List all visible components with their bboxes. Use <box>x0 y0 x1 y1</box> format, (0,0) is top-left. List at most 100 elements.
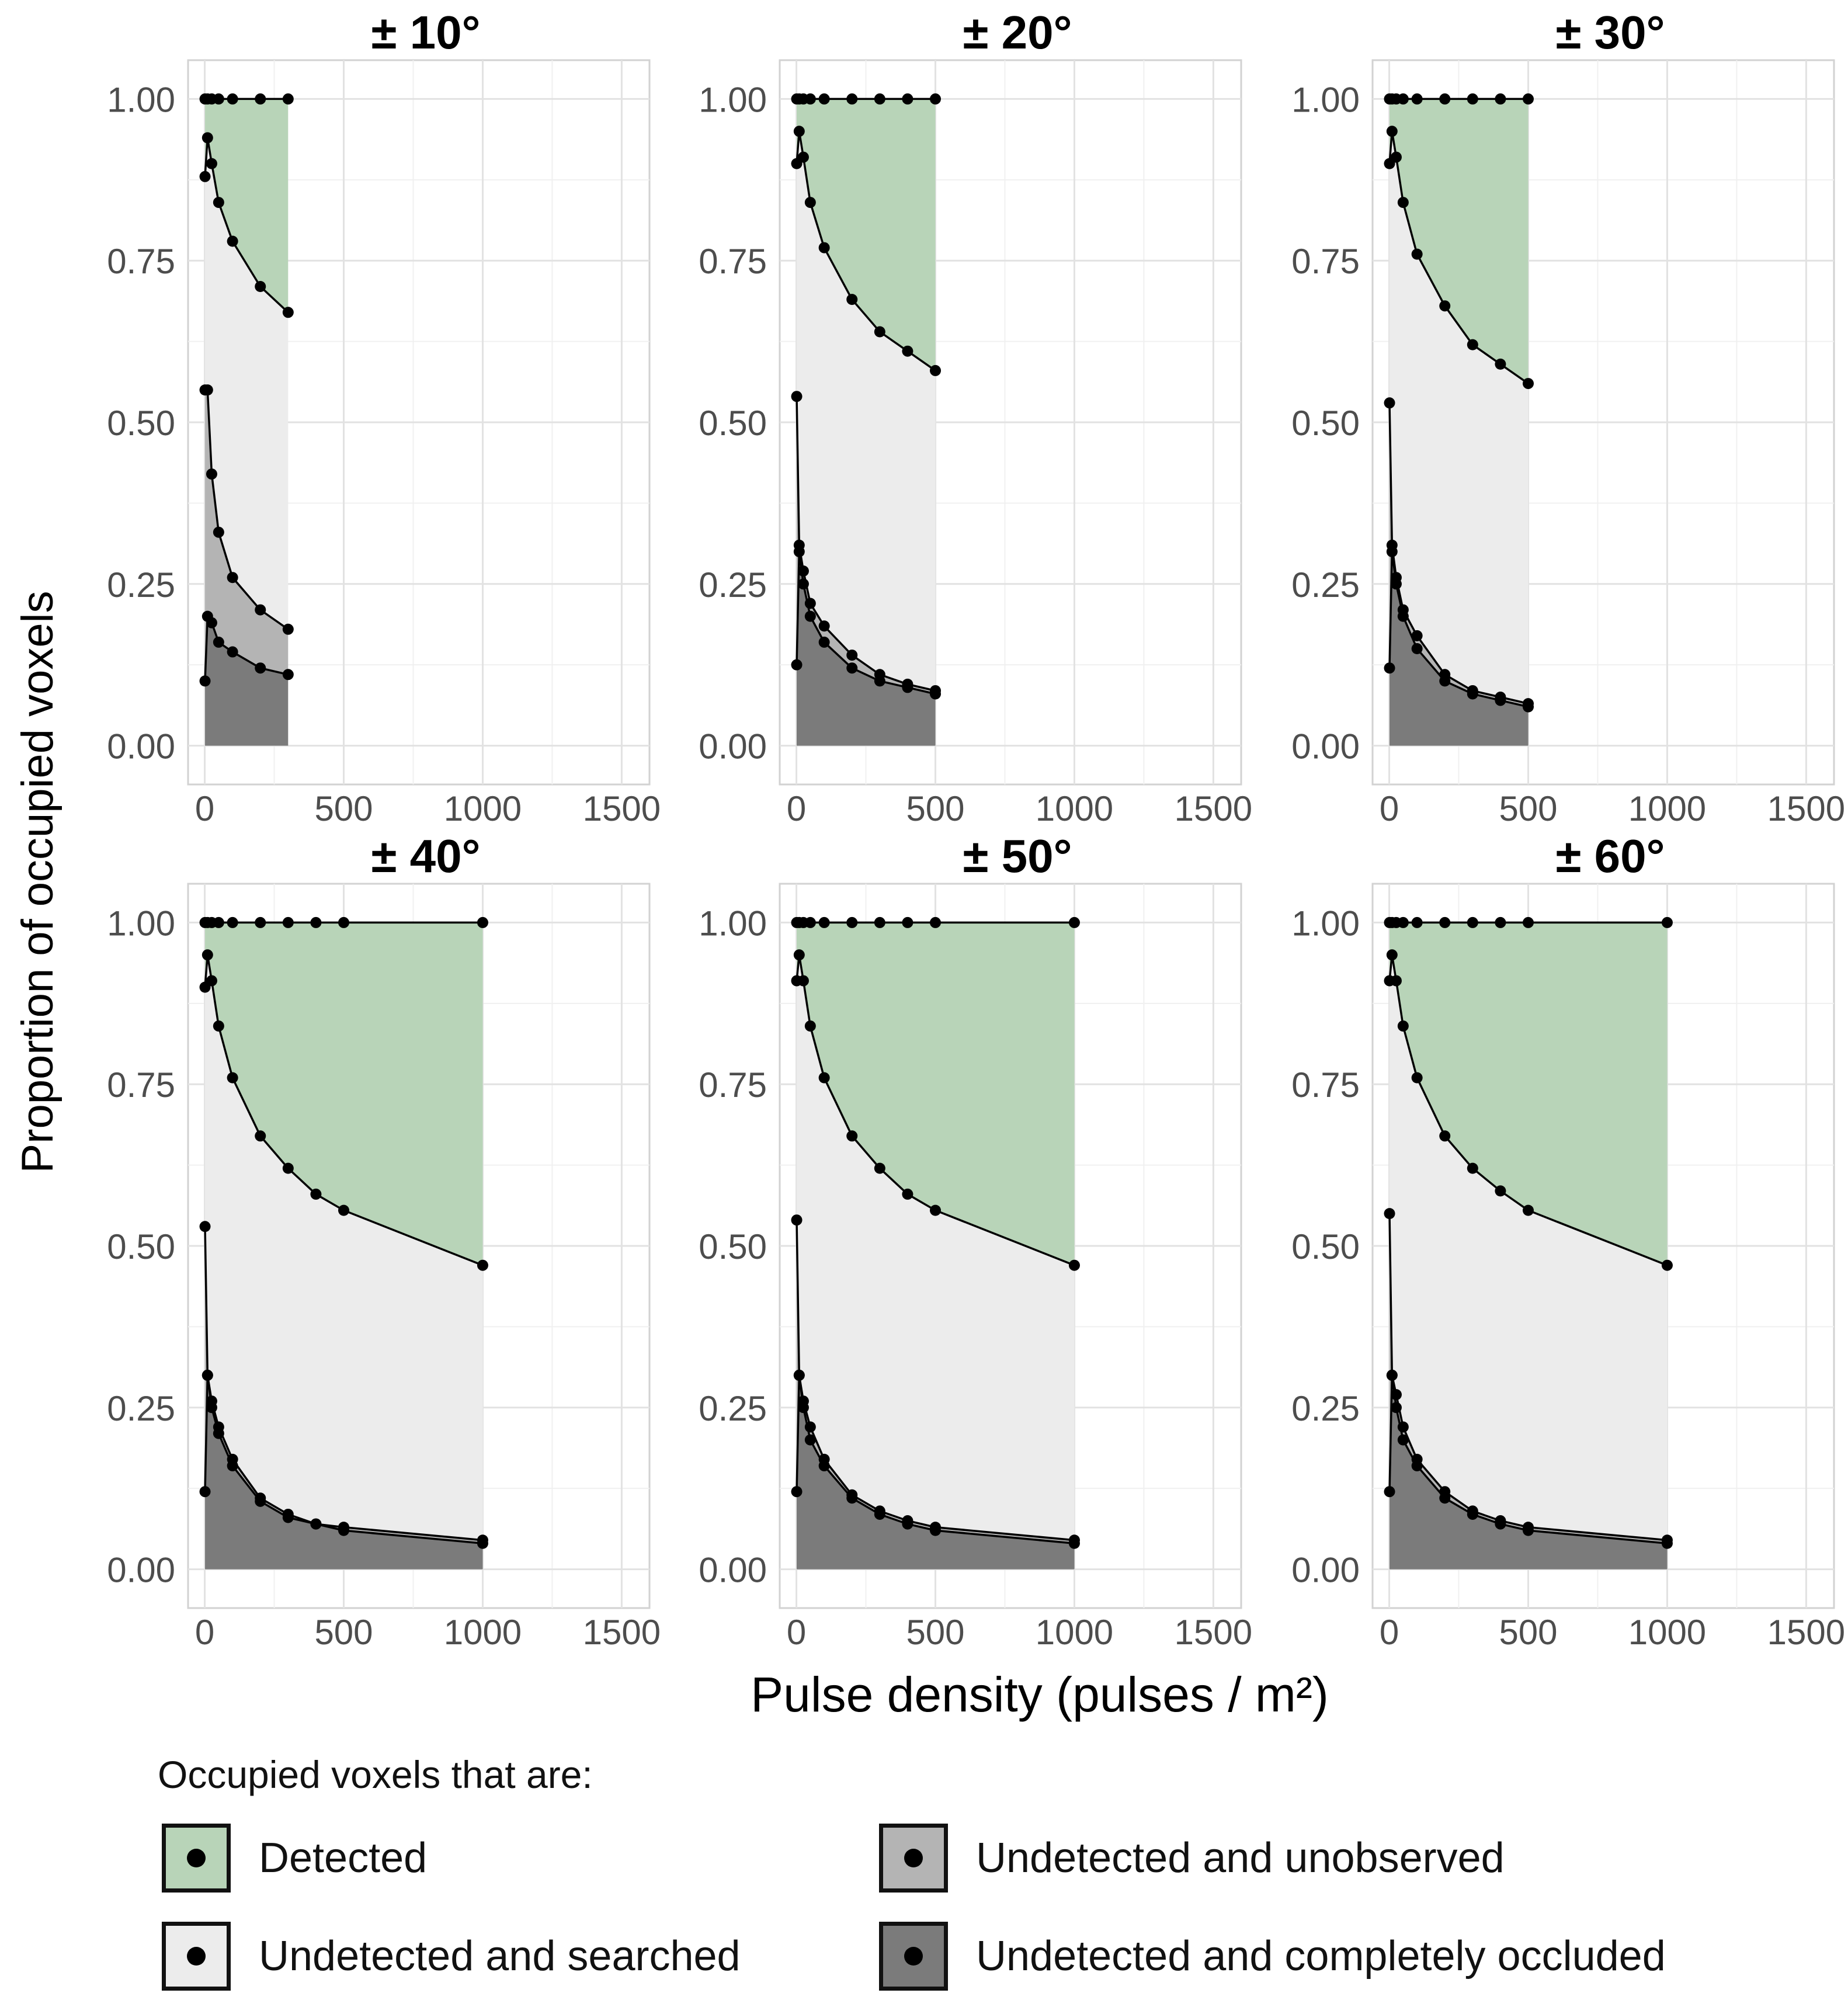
x-tick-label: 0 <box>1380 789 1399 828</box>
x-tick-label: 1000 <box>1036 1613 1113 1652</box>
data-point <box>793 949 805 961</box>
data-point <box>282 1162 294 1174</box>
data-point <box>1386 546 1398 557</box>
x-tick-label: 1000 <box>1628 1613 1706 1652</box>
data-point <box>1467 93 1478 105</box>
data-point <box>1390 151 1402 163</box>
y-tick-label: 0.75 <box>1291 242 1360 281</box>
data-point <box>818 916 830 928</box>
legend-item-occluded: Undetected and completely occluded <box>879 1922 1666 1991</box>
data-point <box>1068 916 1080 928</box>
y-tick-label: 1.00 <box>1291 80 1360 119</box>
series-line <box>796 1375 1075 1545</box>
data-point <box>1439 1130 1451 1142</box>
data-point <box>797 578 809 590</box>
y-tick-label: 0.75 <box>699 1065 767 1105</box>
data-point <box>1661 1259 1673 1271</box>
x-tick-label: 500 <box>906 789 964 828</box>
x-tick-label: 1500 <box>1767 1613 1845 1652</box>
data-point <box>804 1434 816 1446</box>
legend-swatch-unobserved <box>879 1824 948 1893</box>
data-point <box>804 916 816 928</box>
legend-title: Occupied voxels that are: <box>158 1753 593 1796</box>
x-tick-label: 1000 <box>444 1613 522 1652</box>
data-point <box>793 1369 805 1381</box>
data-point <box>1390 578 1402 590</box>
data-point <box>206 617 217 629</box>
data-point <box>199 675 211 687</box>
y-tick-label: 0.25 <box>107 1389 175 1428</box>
data-point <box>1397 1434 1409 1446</box>
y-tick-label: 0.50 <box>107 404 175 443</box>
data-point <box>255 1130 266 1142</box>
area-detected <box>797 922 1075 1266</box>
legend-item-searched: Undetected and searched <box>162 1922 741 1991</box>
data-point <box>227 1072 238 1084</box>
y-tick-label: 0.25 <box>1291 565 1360 605</box>
legend-label-detected: Detected <box>259 1835 428 1881</box>
data-point <box>1661 916 1673 928</box>
data-point <box>227 572 238 584</box>
data-point <box>202 132 213 144</box>
area-unobserved <box>205 390 289 681</box>
data-point <box>1439 1492 1451 1504</box>
data-point <box>1495 93 1506 105</box>
legend-swatch-detected <box>162 1824 231 1893</box>
legend-swatch-searched <box>162 1922 231 1991</box>
data-point <box>227 916 238 928</box>
data-point <box>213 526 224 538</box>
x-tick-label: 0 <box>787 1613 806 1652</box>
data-point <box>846 650 858 661</box>
y-tick-label: 0.25 <box>699 565 767 605</box>
data-point <box>213 636 224 648</box>
series-line <box>1388 1375 1668 1545</box>
data-point <box>477 916 488 928</box>
panel-title: ± 10° <box>371 6 480 58</box>
x-tick-label: 500 <box>314 1613 373 1652</box>
data-point <box>282 916 294 928</box>
data-point <box>282 307 294 318</box>
data-point <box>1495 916 1506 928</box>
y-tick-label: 0.75 <box>107 242 175 281</box>
data-point <box>791 391 803 402</box>
data-point <box>874 1508 885 1520</box>
y-tick-label: 0.75 <box>107 1065 175 1105</box>
data-point <box>1411 630 1423 641</box>
data-point <box>213 197 224 209</box>
data-point <box>199 1486 211 1498</box>
data-point <box>1384 1208 1395 1220</box>
data-point <box>930 1204 942 1216</box>
y-tick-label: 0.00 <box>107 1551 175 1590</box>
x-tick-label: 1000 <box>1628 789 1706 828</box>
y-tick-label: 0.25 <box>107 565 175 605</box>
y-tick-label: 0.00 <box>699 727 767 766</box>
data-point <box>846 662 858 674</box>
area-searched <box>797 954 1075 1540</box>
data-point <box>199 1221 211 1232</box>
x-tick-label: 1500 <box>1175 1613 1252 1652</box>
data-point <box>874 916 885 928</box>
y-tick-label: 1.00 <box>699 904 767 943</box>
data-point <box>1495 358 1506 370</box>
data-point <box>846 294 858 305</box>
x-tick-label: 500 <box>906 1613 964 1652</box>
data-point <box>930 688 942 700</box>
area-searched <box>205 137 289 630</box>
panel-title: ± 60° <box>1555 830 1665 882</box>
data-point <box>874 93 885 105</box>
data-point <box>1411 1460 1423 1471</box>
data-point <box>804 610 816 622</box>
data-point <box>1523 1525 1534 1536</box>
data-point <box>930 93 942 105</box>
data-point <box>1397 916 1409 928</box>
data-point <box>1523 93 1534 105</box>
data-point <box>1386 949 1398 961</box>
series-line <box>204 1375 483 1545</box>
y-tick-label: 0.75 <box>1291 1065 1360 1105</box>
data-point <box>202 949 213 961</box>
x-tick-label: 1000 <box>444 789 522 828</box>
legend-label-searched: Undetected and searched <box>259 1933 741 1980</box>
x-tick-label: 500 <box>1499 789 1557 828</box>
area-searched <box>797 131 936 691</box>
data-point <box>227 646 238 658</box>
